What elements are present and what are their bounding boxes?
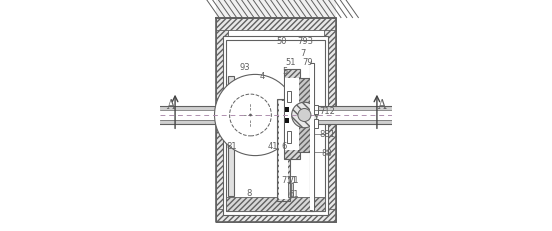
Bar: [216, 209, 336, 222]
Text: 8: 8: [247, 188, 252, 197]
Circle shape: [215, 75, 296, 156]
Text: 81: 81: [227, 141, 237, 150]
Bar: [160, 110, 229, 121]
Circle shape: [291, 103, 317, 128]
Bar: [285, 108, 289, 112]
Circle shape: [298, 109, 311, 122]
Bar: [226, 198, 325, 211]
Bar: [323, 18, 336, 222]
Bar: [290, 184, 293, 198]
Text: 51: 51: [286, 58, 296, 67]
Bar: [284, 69, 300, 159]
Text: A: A: [166, 99, 174, 112]
Bar: [287, 132, 291, 143]
Bar: [226, 40, 325, 211]
Text: 61: 61: [288, 190, 299, 198]
Text: 41: 41: [268, 141, 278, 150]
Bar: [279, 101, 288, 199]
Bar: [314, 110, 392, 121]
Bar: [285, 119, 289, 123]
Bar: [288, 184, 290, 198]
Bar: [277, 99, 290, 201]
Circle shape: [249, 114, 252, 117]
Text: 711: 711: [281, 176, 296, 185]
Text: 712: 712: [319, 106, 335, 115]
Bar: [310, 64, 314, 211]
Bar: [314, 106, 319, 114]
Bar: [285, 79, 299, 150]
Bar: [229, 76, 233, 196]
Text: 93: 93: [240, 63, 250, 71]
Bar: [216, 18, 336, 31]
Bar: [160, 107, 229, 110]
Bar: [287, 91, 291, 103]
Text: A: A: [378, 99, 386, 112]
Bar: [314, 121, 392, 124]
Text: 7: 7: [300, 49, 306, 58]
Text: 50: 50: [277, 37, 287, 46]
Bar: [216, 0, 336, 18]
Text: 88: 88: [322, 148, 332, 157]
Bar: [310, 65, 314, 210]
Text: 881: 881: [319, 130, 335, 138]
Text: 5: 5: [282, 67, 288, 76]
Bar: [298, 79, 311, 152]
Text: 4: 4: [259, 72, 265, 81]
Bar: [216, 18, 229, 222]
Text: 793: 793: [298, 37, 314, 46]
Bar: [314, 107, 392, 110]
Text: 6: 6: [282, 141, 287, 150]
Bar: [222, 37, 328, 215]
Bar: [314, 119, 319, 128]
Text: 71: 71: [288, 176, 299, 185]
Bar: [160, 121, 229, 124]
Text: 79: 79: [302, 58, 313, 67]
